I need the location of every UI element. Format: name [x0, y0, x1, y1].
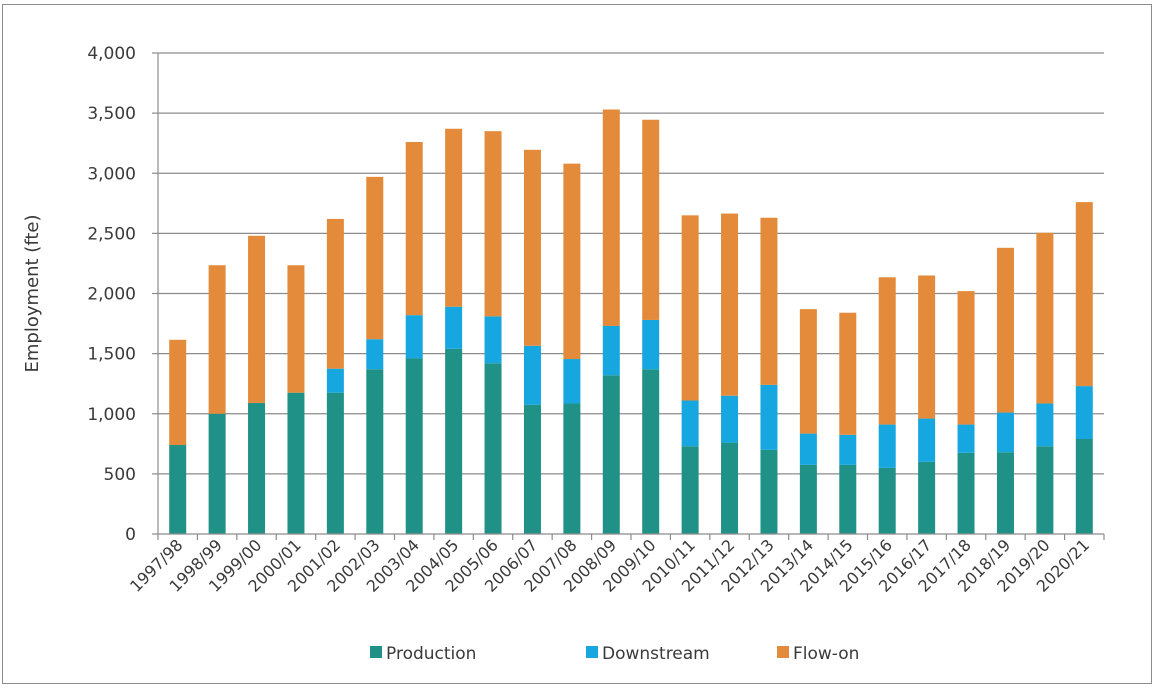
- bar-downstream-2006-07: [523, 345, 541, 405]
- bar-flow-on-2020-21: [1075, 202, 1093, 387]
- bar-flow-on-2001-02: [326, 218, 344, 369]
- legend-swatch-flow-on: [777, 646, 789, 658]
- axes: [157, 53, 1105, 540]
- bar-flow-on-2002-03: [366, 176, 384, 340]
- bar-production-1998-99: [208, 413, 226, 534]
- legend-label-production: Production: [386, 644, 476, 664]
- gridlines: [158, 52, 1104, 475]
- bar-production-2017-18: [957, 452, 975, 534]
- legend-swatch-downstream: [586, 646, 598, 658]
- bar-production-2004-05: [445, 348, 463, 534]
- bar-production-2007-08: [563, 403, 581, 534]
- bar-flow-on-2010-11: [681, 215, 699, 401]
- bar-flow-on-2018-19: [996, 247, 1014, 413]
- y-tick-label: 3,000: [87, 164, 136, 184]
- legend-swatch-production: [370, 646, 382, 658]
- bar-downstream-2008-09: [602, 325, 620, 376]
- bar-downstream-2005-06: [484, 316, 502, 364]
- bar-downstream-2007-08: [563, 359, 581, 404]
- y-tick-label: 1,000: [87, 405, 136, 425]
- bar-flow-on-2013-14: [799, 309, 817, 434]
- bar-downstream-2018-19: [996, 412, 1014, 453]
- y-tick-label: 2,500: [87, 224, 136, 244]
- bar-production-2019-20: [1036, 446, 1054, 534]
- bar-production-2003-04: [405, 358, 423, 534]
- y-tick-labels: 0 500 1,000 1,500 2,000 2,500 3,000 3,500 4,000: [87, 44, 158, 545]
- bar-flow-on-2011-12: [721, 213, 739, 396]
- bar-flow-on-2009-10: [642, 119, 660, 320]
- bar-downstream-2009-10: [642, 319, 660, 370]
- bar-downstream-2020-21: [1075, 386, 1093, 440]
- bar-production-2013-14: [799, 464, 817, 534]
- chart-frame: 0 500 1,000 1,500 2,000 2,500 3,000 3,500 4,000 …: [2, 4, 1152, 684]
- bar-flow-on-2006-07: [523, 149, 541, 346]
- bar-downstream-2004-05: [445, 306, 463, 349]
- bar-downstream-2019-20: [1036, 403, 1054, 447]
- bar-downstream-2015-16: [878, 424, 896, 468]
- bar-downstream-2012-13: [760, 384, 778, 450]
- legend-label-downstream: Downstream: [602, 644, 710, 664]
- bar-flow-on-2007-08: [563, 163, 581, 360]
- bar-production-2020-21: [1075, 439, 1093, 534]
- bar-production-2002-03: [366, 369, 384, 534]
- bar-production-2008-09: [602, 375, 620, 534]
- bar-downstream-2013-14: [799, 433, 817, 465]
- y-tick-label: 500: [104, 465, 136, 485]
- y-tick-label: 3,500: [87, 104, 136, 124]
- bar-production-2010-11: [681, 446, 699, 534]
- bar-flow-on-1999-00: [248, 235, 266, 403]
- bar-downstream-2010-11: [681, 400, 699, 447]
- bar-flow-on-2012-13: [760, 217, 778, 385]
- bar-flow-on-2005-06: [484, 131, 502, 317]
- bar-production-2006-07: [523, 404, 541, 534]
- bar-flow-on-2019-20: [1036, 232, 1054, 404]
- y-tick-label: 1,500: [87, 345, 136, 365]
- bar-flow-on-2016-17: [918, 275, 936, 419]
- bar-flow-on-2000-01: [287, 265, 305, 393]
- legend-label-flow-on: Flow-on: [793, 644, 859, 664]
- bar-production-2014-15: [839, 464, 857, 534]
- bar-production-2018-19: [996, 452, 1014, 534]
- y-axis-label: Employment (fte): [22, 215, 43, 373]
- bar-downstream-2017-18: [957, 424, 975, 453]
- bar-flow-on-2004-05: [445, 128, 463, 307]
- y-tick-label: 0: [125, 525, 136, 545]
- bar-production-2011-12: [721, 442, 739, 534]
- bar-flow-on-2017-18: [957, 291, 975, 425]
- bar-flow-on-1998-99: [208, 265, 226, 414]
- bar-flow-on-2014-15: [839, 312, 857, 435]
- bar-downstream-2002-03: [366, 339, 384, 370]
- bar-production-2005-06: [484, 363, 502, 534]
- legend: Production Downstream Flow-on: [370, 644, 859, 664]
- bar-downstream-2011-12: [721, 395, 739, 443]
- bar-production-2012-13: [760, 449, 778, 534]
- bar-downstream-2014-15: [839, 434, 857, 465]
- bar-production-2009-10: [642, 369, 660, 534]
- y-tick-label: 2,000: [87, 285, 136, 305]
- y-tick-label: 4,000: [87, 44, 136, 64]
- bar-flow-on-2008-09: [602, 109, 620, 326]
- bars: [169, 109, 1093, 534]
- bar-downstream-2003-04: [405, 315, 423, 359]
- bar-production-2016-17: [918, 461, 936, 534]
- stacked-bar-chart: 05001,0001,5002,0002,5003,0003,5004,000 …: [22, 44, 1105, 664]
- bar-downstream-2016-17: [918, 418, 936, 462]
- x-tick-labels: 1997/981998/991999/002000/012001/022002/…: [126, 535, 1093, 595]
- bar-flow-on-2015-16: [878, 277, 896, 425]
- bar-production-1999-00: [248, 402, 266, 534]
- bar-flow-on-1997-98: [169, 339, 187, 446]
- bar-downstream-2001-02: [326, 368, 344, 393]
- bar-production-2001-02: [326, 392, 344, 534]
- bar-production-1997-98: [169, 445, 187, 534]
- bar-production-2015-16: [878, 467, 896, 534]
- bar-production-2000-01: [287, 392, 305, 534]
- bar-flow-on-2003-04: [405, 141, 423, 316]
